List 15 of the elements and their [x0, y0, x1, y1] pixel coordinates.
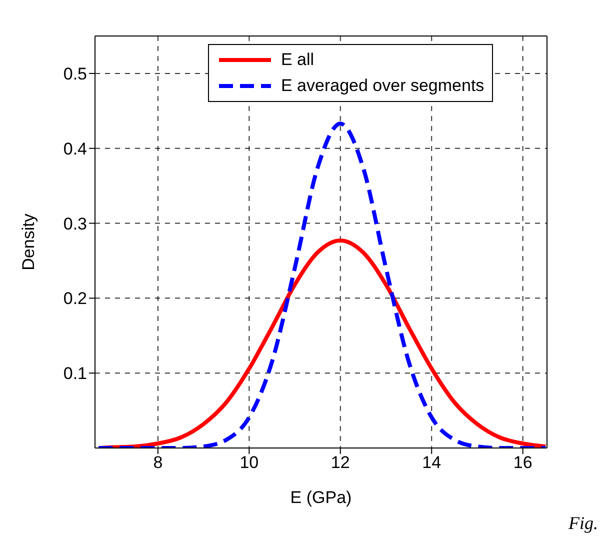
x-tick-label: 16 [513, 453, 532, 472]
text: Fig. [568, 513, 598, 534]
y-tick-label: 0.1 [63, 364, 87, 384]
y-tick-label: 0.4 [63, 139, 87, 158]
x-axis-title: E (GPa) [290, 488, 352, 507]
y-axis-title: Density [19, 213, 38, 270]
x-tick-label: 8 [153, 453, 163, 472]
y-tick-label: 0.2 [63, 289, 87, 308]
y-tick-label: 0.5 [63, 64, 87, 84]
legend-label: E averaged over segments [281, 76, 484, 96]
y-tick-label: 0.3 [63, 214, 87, 234]
x-tick-label: 14 [422, 453, 442, 472]
x-tick-label: 10 [240, 453, 259, 472]
legend-label: E all [281, 50, 314, 70]
x-tick-label: 12 [330, 453, 350, 472]
